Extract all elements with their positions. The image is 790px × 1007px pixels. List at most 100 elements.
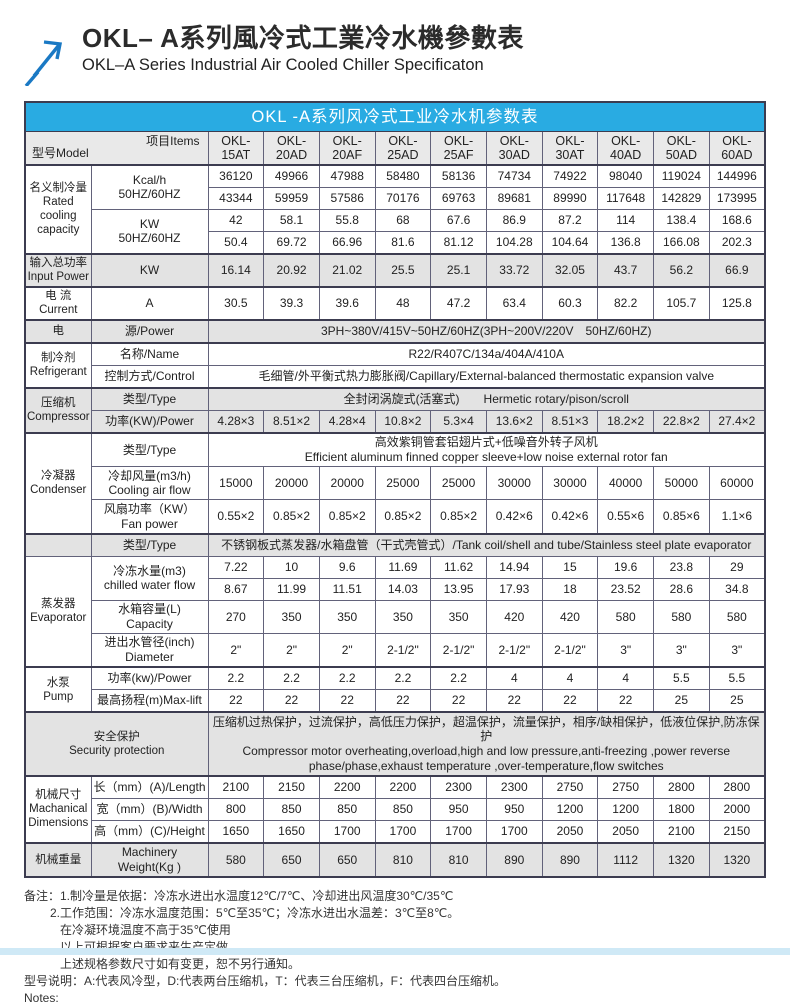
value-cell: 25 xyxy=(653,689,710,713)
note-line: 型号说明：A:代表风冷型，D:代表两台压缩机，T：代表三台压缩机，F：代表四台压… xyxy=(24,974,507,989)
value-cell: 2100 xyxy=(653,819,710,844)
value-cell: 22 xyxy=(485,689,543,713)
value-cell: 17.93 xyxy=(485,577,543,601)
value-cell: 2.2 xyxy=(263,666,320,691)
value-cell: 3" xyxy=(708,632,766,668)
value-cell: 49966 xyxy=(263,163,320,188)
value-cell: 19.6 xyxy=(597,555,654,579)
value-cell: 33.72 xyxy=(485,252,543,288)
value-cell: 1700 xyxy=(485,819,543,844)
value-cell: 5.5 xyxy=(708,666,766,691)
item-label-cell: 功率(kw)/Power xyxy=(90,666,209,691)
value-cell: 74734 xyxy=(485,163,543,188)
value-cell: 47.2 xyxy=(430,285,487,321)
value-cell: 14.03 xyxy=(374,577,432,601)
item-label-cell: 源/Power xyxy=(90,318,209,344)
value-cell: 39.6 xyxy=(318,285,376,321)
value-cell: 0.85×2 xyxy=(374,499,432,535)
value-cell: 66.9 xyxy=(708,252,766,288)
value-cell: 11.99 xyxy=(263,577,320,601)
value-cell: 18 xyxy=(541,577,599,601)
value-cell: 10.8×2 xyxy=(374,409,432,434)
row-label-cell: 机械重量 xyxy=(24,841,92,878)
value-cell: 1700 xyxy=(430,819,487,844)
value-cell: 2" xyxy=(318,632,376,668)
value-cell: 34.8 xyxy=(708,577,766,601)
value-cell: 8.51×3 xyxy=(541,409,599,434)
value-cell: 2.2 xyxy=(318,666,376,691)
row-label-cell: 压缩机 Compressor xyxy=(24,386,92,434)
value-cell: 39.3 xyxy=(263,285,320,321)
spec-table: OKL -A系列风冷式工业冷水机参数表 型号Model 项目Items OKL- 15… xyxy=(24,101,766,878)
value-cell: 950 xyxy=(430,797,487,821)
value-cell: 87.2 xyxy=(541,208,599,232)
value-cell: 2750 xyxy=(597,774,654,799)
value-cell: 43344 xyxy=(207,186,265,210)
value-cell: 14.94 xyxy=(485,555,543,579)
value-cell: 66.96 xyxy=(318,230,376,255)
value-cell: 202.3 xyxy=(708,230,766,255)
value-cell: 22 xyxy=(430,689,487,713)
value-cell: 1800 xyxy=(653,797,710,821)
page-subtitle: OKL–A Series Industrial Air Cooled Chill… xyxy=(82,55,484,74)
value-cell: 2.2 xyxy=(207,666,265,691)
value-cell: 580 xyxy=(597,599,654,634)
value-cell: 144996 xyxy=(708,163,766,188)
value-cell: 1200 xyxy=(597,797,654,821)
value-cell: 580 xyxy=(653,599,710,634)
value-cell: 166.08 xyxy=(653,230,710,255)
item-label-cell: A xyxy=(90,285,209,321)
note-line: 上述规格参数尺寸如有变更，恕不另行通知。 xyxy=(60,957,301,972)
item-label-cell: 冷冻水量(m3) chilled water flow xyxy=(90,555,209,601)
value-cell: 850 xyxy=(318,797,376,821)
value-cell: 800 xyxy=(207,797,265,821)
value-cell: 89681 xyxy=(485,186,543,210)
value-cell: 不锈钢板式蒸发器/水箱盘管（干式壳管式）/Tank coil/shell and… xyxy=(207,532,766,557)
value-cell: 810 xyxy=(430,841,487,878)
value-cell: 60000 xyxy=(708,466,766,501)
value-cell: 59959 xyxy=(263,186,320,210)
value-cell: 89990 xyxy=(541,186,599,210)
value-cell: 20.92 xyxy=(263,252,320,288)
value-cell: 74922 xyxy=(541,163,599,188)
value-cell: 2750 xyxy=(541,774,599,799)
value-cell: 25000 xyxy=(374,466,432,501)
value-cell: 350 xyxy=(430,599,487,634)
value-cell: 420 xyxy=(485,599,543,634)
value-cell: 105.7 xyxy=(653,285,710,321)
value-cell: 173995 xyxy=(708,186,766,210)
model-label: 型号Model xyxy=(32,146,89,161)
value-cell: 15 xyxy=(541,555,599,579)
value-cell: 3PH~380V/415V~50HZ/60HZ(3PH~200V/220V 50… xyxy=(207,318,766,344)
value-cell: 23.8 xyxy=(653,555,710,579)
item-label-cell: 功率(KW)/Power xyxy=(90,409,209,434)
value-cell: 0.85×6 xyxy=(653,499,710,535)
value-cell: 25.5 xyxy=(374,252,432,288)
row-label-cell: 电 流 Current xyxy=(24,285,92,321)
value-cell: 81.6 xyxy=(374,230,432,255)
value-cell: 1650 xyxy=(207,819,265,844)
value-cell: 48 xyxy=(374,285,432,321)
value-cell: 13.6×2 xyxy=(485,409,543,434)
value-cell: 13.95 xyxy=(430,577,487,601)
value-cell: 0.42×6 xyxy=(541,499,599,535)
value-cell: 2-1/2" xyxy=(430,632,487,668)
value-cell: 136.8 xyxy=(597,230,654,255)
header-brand: OKL– A系列風冷式工業冷水機參數表 OKL–A Series Industr… xyxy=(24,23,766,91)
model-header-cell: OKL- 25AF xyxy=(430,131,487,166)
value-cell: 23.52 xyxy=(597,577,654,601)
value-cell: 5.3×4 xyxy=(430,409,487,434)
value-cell: 81.12 xyxy=(430,230,487,255)
value-cell: 3" xyxy=(597,632,654,668)
model-header-cell: OKL- 60AD xyxy=(708,131,766,166)
item-label-cell: Machinery Weight(Kg ) xyxy=(90,841,209,878)
value-cell: 0.85×2 xyxy=(430,499,487,535)
model-header-cell: OKL- 50AD xyxy=(653,131,710,166)
value-cell: 2000 xyxy=(708,797,766,821)
item-label-cell: 控制方式/Control xyxy=(90,364,209,389)
value-cell: 350 xyxy=(374,599,432,634)
value-cell: 高效紫铜管套铝翅片式+低噪音外转子风机 Efficient aluminum f… xyxy=(207,431,766,468)
value-cell: 2.2 xyxy=(374,666,432,691)
value-cell: 22 xyxy=(263,689,320,713)
value-cell: 69.72 xyxy=(263,230,320,255)
